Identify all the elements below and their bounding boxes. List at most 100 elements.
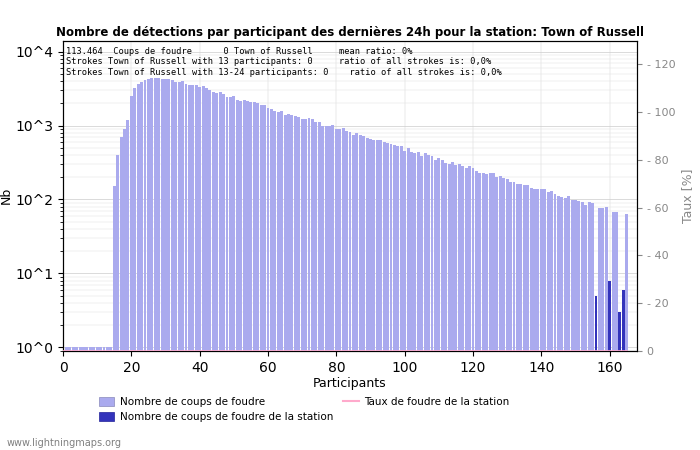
Bar	[109, 347, 112, 450]
Bar	[69, 347, 71, 450]
Bar	[625, 214, 628, 450]
Bar	[461, 166, 464, 450]
Bar	[321, 126, 324, 450]
Bar	[113, 186, 116, 450]
Bar	[475, 171, 478, 450]
Bar	[92, 347, 95, 450]
Bar	[509, 182, 512, 450]
Bar	[512, 182, 515, 450]
Bar	[499, 176, 502, 450]
Bar	[472, 168, 475, 450]
Bar	[389, 144, 393, 450]
Bar	[591, 203, 594, 450]
Bar	[185, 84, 188, 450]
Bar	[352, 135, 355, 450]
Bar	[318, 122, 321, 450]
Bar	[195, 85, 197, 450]
Bar	[181, 81, 184, 450]
Bar	[304, 119, 307, 450]
Bar	[338, 129, 341, 450]
Bar	[547, 192, 550, 450]
Bar	[123, 129, 126, 450]
Bar	[403, 151, 406, 450]
Bar	[270, 109, 273, 450]
Bar	[298, 117, 300, 450]
Bar	[325, 126, 328, 450]
Bar	[427, 155, 430, 450]
Bar	[564, 198, 567, 450]
Bar	[557, 196, 560, 450]
Bar	[365, 138, 368, 450]
Bar	[622, 290, 625, 450]
Bar	[441, 160, 444, 450]
Bar	[276, 112, 280, 450]
Bar	[454, 165, 457, 450]
Bar	[550, 191, 553, 450]
Bar	[78, 347, 81, 450]
Bar	[191, 85, 195, 450]
Bar	[468, 166, 471, 450]
Bar	[260, 105, 262, 450]
X-axis label: Participants: Participants	[313, 378, 387, 391]
Bar	[218, 92, 222, 450]
Bar	[601, 208, 604, 450]
Bar	[99, 347, 102, 450]
Bar	[167, 80, 170, 450]
Text: www.lightningmaps.org: www.lightningmaps.org	[7, 438, 122, 448]
Bar	[489, 173, 491, 450]
Bar	[503, 178, 505, 450]
Bar	[147, 79, 150, 450]
Bar	[612, 212, 615, 450]
Bar	[154, 77, 157, 450]
Y-axis label: Nb: Nb	[0, 187, 13, 204]
Bar	[274, 111, 276, 450]
Bar	[290, 115, 293, 450]
Bar	[530, 189, 533, 450]
Bar	[144, 80, 146, 450]
Bar	[396, 146, 399, 450]
Bar	[505, 179, 509, 450]
Bar	[417, 153, 420, 450]
Bar	[216, 93, 218, 450]
Bar	[578, 201, 580, 450]
Bar	[496, 177, 498, 450]
Bar	[236, 100, 239, 450]
Bar	[178, 82, 181, 450]
Bar	[523, 184, 526, 450]
Bar	[410, 152, 413, 450]
Bar	[335, 129, 338, 450]
Bar	[294, 116, 297, 450]
Bar	[414, 153, 416, 450]
Bar	[356, 133, 358, 450]
Bar	[598, 208, 601, 450]
Bar	[164, 79, 167, 450]
Bar	[280, 111, 283, 450]
Bar	[140, 82, 143, 450]
Bar	[188, 85, 191, 450]
Bar	[82, 347, 85, 450]
Bar	[133, 88, 136, 450]
Bar	[369, 139, 372, 450]
Bar	[225, 97, 228, 450]
Bar	[444, 162, 447, 450]
Y-axis label: Taux [%]: Taux [%]	[681, 168, 694, 223]
Bar	[202, 86, 204, 450]
Bar	[554, 194, 556, 450]
Bar	[581, 202, 584, 450]
Bar	[372, 140, 375, 450]
Bar	[588, 202, 591, 450]
Bar	[301, 119, 304, 450]
Bar	[307, 118, 311, 450]
Bar	[311, 119, 314, 450]
Bar	[451, 162, 454, 450]
Bar	[349, 132, 351, 450]
Bar	[342, 128, 344, 450]
Bar	[75, 347, 78, 450]
Bar	[205, 88, 208, 450]
Bar	[345, 131, 348, 450]
Bar	[89, 347, 92, 450]
Bar	[359, 135, 362, 450]
Bar	[605, 207, 608, 450]
Bar	[376, 140, 379, 450]
Bar	[434, 160, 437, 450]
